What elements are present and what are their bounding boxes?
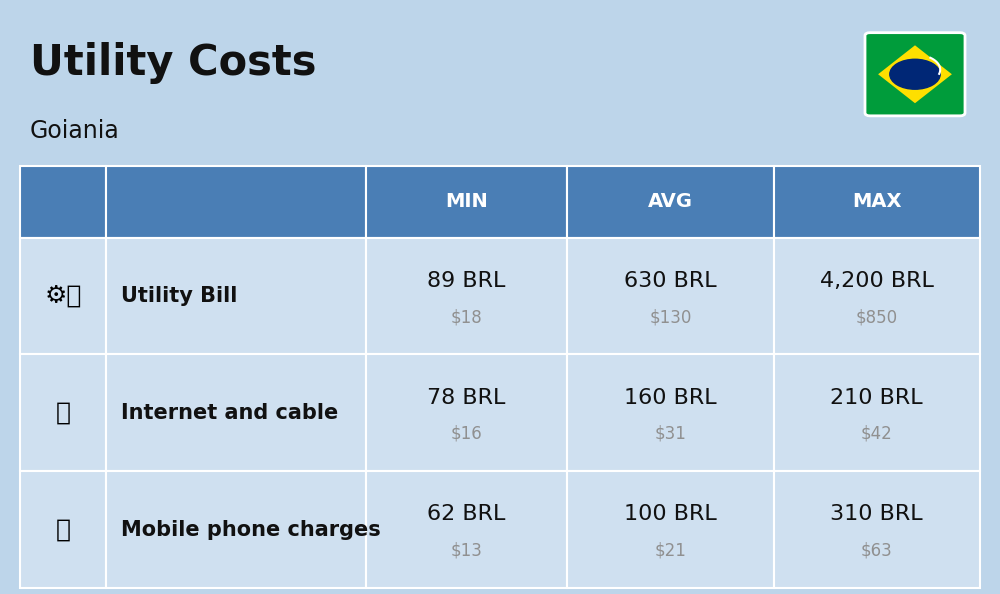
Text: 630 BRL: 630 BRL bbox=[624, 271, 717, 291]
Text: 62 BRL: 62 BRL bbox=[427, 504, 506, 525]
Text: 4,200 BRL: 4,200 BRL bbox=[820, 271, 934, 291]
FancyBboxPatch shape bbox=[774, 471, 980, 588]
Text: $21: $21 bbox=[654, 542, 686, 560]
Text: $850: $850 bbox=[856, 308, 898, 326]
Text: AVG: AVG bbox=[648, 192, 693, 211]
Text: 160 BRL: 160 BRL bbox=[624, 388, 717, 407]
FancyBboxPatch shape bbox=[20, 471, 106, 588]
Text: 📶: 📶 bbox=[56, 401, 71, 425]
Circle shape bbox=[890, 59, 940, 89]
FancyBboxPatch shape bbox=[774, 238, 980, 355]
FancyBboxPatch shape bbox=[366, 355, 567, 471]
FancyBboxPatch shape bbox=[567, 166, 774, 238]
FancyBboxPatch shape bbox=[567, 355, 774, 471]
Text: $31: $31 bbox=[654, 425, 686, 443]
Text: ⚙🔌: ⚙🔌 bbox=[45, 284, 82, 308]
FancyBboxPatch shape bbox=[567, 238, 774, 355]
Text: Utility Costs: Utility Costs bbox=[30, 42, 316, 84]
FancyBboxPatch shape bbox=[567, 471, 774, 588]
Text: 310 BRL: 310 BRL bbox=[830, 504, 923, 525]
Text: Utility Bill: Utility Bill bbox=[121, 286, 238, 306]
FancyBboxPatch shape bbox=[865, 33, 965, 116]
Polygon shape bbox=[878, 45, 952, 103]
Text: MAX: MAX bbox=[852, 192, 902, 211]
FancyBboxPatch shape bbox=[366, 238, 567, 355]
Text: Internet and cable: Internet and cable bbox=[121, 403, 339, 423]
Text: $42: $42 bbox=[861, 425, 893, 443]
Text: 100 BRL: 100 BRL bbox=[624, 504, 717, 525]
Text: $16: $16 bbox=[451, 425, 482, 443]
Text: 78 BRL: 78 BRL bbox=[427, 388, 506, 407]
Text: $18: $18 bbox=[451, 308, 482, 326]
FancyBboxPatch shape bbox=[20, 166, 106, 238]
FancyBboxPatch shape bbox=[774, 355, 980, 471]
FancyBboxPatch shape bbox=[366, 166, 567, 238]
FancyBboxPatch shape bbox=[106, 238, 366, 355]
Text: $13: $13 bbox=[450, 542, 482, 560]
FancyBboxPatch shape bbox=[106, 166, 366, 238]
Text: 📱: 📱 bbox=[56, 517, 71, 542]
FancyBboxPatch shape bbox=[20, 238, 106, 355]
Text: 89 BRL: 89 BRL bbox=[427, 271, 506, 291]
Text: $130: $130 bbox=[649, 308, 692, 326]
FancyBboxPatch shape bbox=[106, 355, 366, 471]
Text: Mobile phone charges: Mobile phone charges bbox=[121, 520, 381, 540]
FancyBboxPatch shape bbox=[106, 471, 366, 588]
FancyBboxPatch shape bbox=[20, 355, 106, 471]
Text: Goiania: Goiania bbox=[30, 119, 120, 143]
FancyBboxPatch shape bbox=[366, 471, 567, 588]
Text: $63: $63 bbox=[861, 542, 893, 560]
Text: MIN: MIN bbox=[445, 192, 488, 211]
FancyBboxPatch shape bbox=[774, 166, 980, 238]
Text: 210 BRL: 210 BRL bbox=[830, 388, 923, 407]
